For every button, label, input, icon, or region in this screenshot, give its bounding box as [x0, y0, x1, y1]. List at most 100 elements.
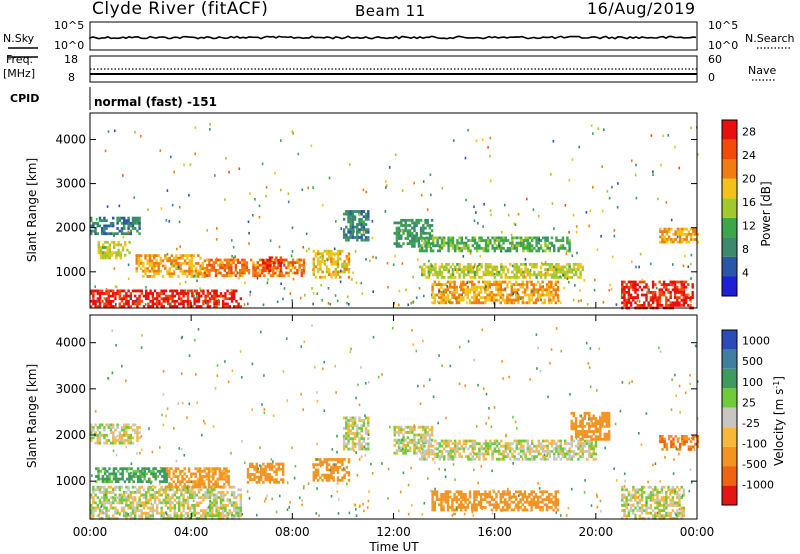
range-cell [471, 239, 474, 242]
echo-cell [660, 163, 662, 167]
range-cell [112, 292, 115, 295]
range-cell [404, 446, 407, 450]
range-cell [134, 491, 137, 494]
range-cell [488, 293, 491, 297]
echo-cell [276, 300, 279, 304]
range-cell [246, 470, 250, 474]
range-cell [530, 291, 533, 294]
range-cell [347, 268, 351, 271]
range-cell [334, 270, 337, 274]
echo-cell [479, 254, 482, 258]
range-cell [98, 433, 102, 437]
range-cell [173, 517, 176, 520]
range-cell [513, 276, 516, 279]
range-cell [353, 217, 357, 221]
range-cell [473, 283, 476, 286]
range-cell [179, 269, 182, 273]
range-cell [101, 227, 104, 230]
range-cell [451, 239, 455, 242]
range-cell [285, 271, 288, 275]
range-cell [147, 294, 150, 298]
range-cell [106, 246, 109, 249]
range-cell [223, 467, 226, 471]
range-cell [123, 294, 126, 298]
range-cell [211, 509, 214, 512]
range-cell [272, 269, 275, 272]
range-cell [246, 473, 250, 476]
echo-cell [102, 251, 104, 254]
range-cell [120, 428, 124, 432]
echo-cell [195, 294, 198, 298]
range-cell [557, 444, 560, 448]
range-cell [97, 475, 100, 478]
range-cell [213, 299, 216, 303]
echo-cell [215, 238, 218, 241]
range-cell [123, 302, 126, 306]
range-cell [406, 441, 410, 445]
range-cell [116, 509, 119, 512]
range-cell [556, 288, 560, 292]
range-cell [651, 296, 655, 299]
range-cell [243, 269, 246, 272]
range-cell [115, 251, 118, 255]
echo-cell [243, 303, 246, 306]
range-cell [629, 283, 633, 286]
range-cell [408, 229, 412, 233]
range-cell [138, 232, 141, 236]
echo-cell [586, 303, 589, 306]
power-panel-frame [89, 112, 698, 309]
range-cell [443, 265, 446, 269]
range-cell [553, 457, 556, 461]
range-cell [216, 467, 219, 471]
range-cell [517, 296, 520, 299]
range-cell [353, 434, 357, 438]
echo-cell [603, 128, 605, 131]
range-cell [131, 501, 135, 505]
range-cell [500, 244, 503, 248]
echo-cell [104, 149, 107, 153]
range-cell [212, 482, 215, 486]
range-cell [336, 468, 340, 472]
range-cell [667, 291, 670, 294]
echo-cell [542, 285, 545, 288]
range-cell [217, 514, 220, 518]
range-cell [519, 490, 522, 494]
range-cell [353, 432, 357, 435]
range-cell [504, 276, 507, 279]
echo-cell [298, 268, 300, 272]
colorbar-swatch [722, 256, 737, 277]
range-cell [531, 450, 534, 453]
range-cell [312, 471, 315, 474]
range-cell [125, 496, 128, 499]
range-cell [123, 289, 126, 293]
range-cell [127, 305, 130, 308]
range-cell [506, 270, 510, 274]
range-cell [328, 473, 331, 477]
range-cell [149, 493, 152, 497]
range-cell [153, 256, 156, 260]
range-cell [314, 473, 318, 477]
range-cell [152, 472, 155, 476]
range-cell [131, 224, 135, 228]
range-cell [506, 444, 510, 448]
range-cell [566, 273, 569, 277]
range-cell [561, 236, 565, 240]
range-cell [526, 495, 529, 499]
echo-cell [170, 155, 172, 159]
echo-cell [304, 266, 306, 270]
range-cell [356, 210, 359, 213]
range-cell [537, 241, 540, 245]
range-cell [97, 469, 100, 473]
range-cell [116, 227, 119, 230]
range-cell [498, 270, 501, 274]
range-cell [127, 433, 130, 437]
range-cell [508, 495, 511, 499]
range-cell [544, 263, 547, 266]
range-cell [317, 458, 320, 461]
range-cell [531, 265, 534, 269]
range-cell [103, 491, 106, 494]
range-cell [685, 235, 688, 239]
range-cell [411, 226, 414, 230]
range-cell [404, 226, 407, 230]
range-cell [302, 266, 306, 270]
